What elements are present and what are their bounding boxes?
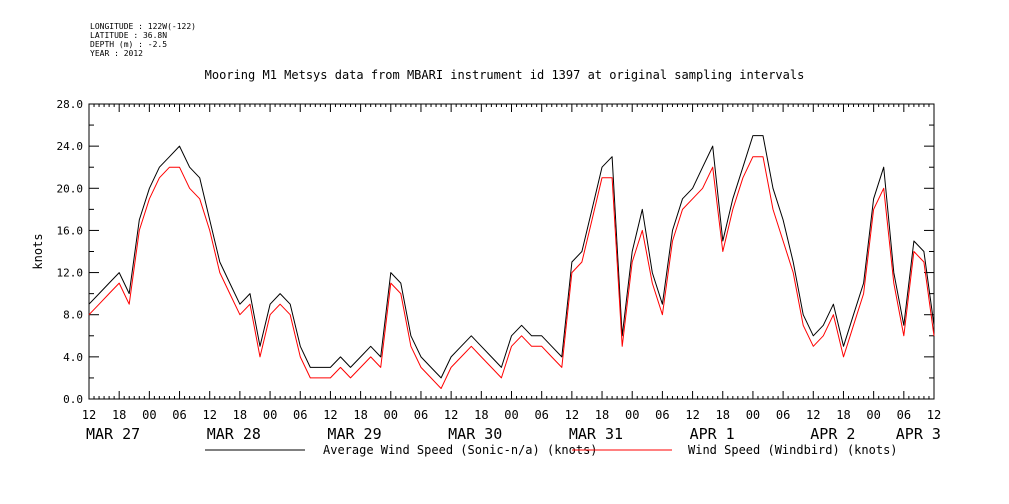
x-hour-label: 06 — [172, 408, 186, 422]
axis-ticks — [88, 103, 935, 400]
x-hour-label: 06 — [897, 408, 911, 422]
x-day-label: APR 3 — [896, 425, 941, 443]
x-hour-label: 18 — [353, 408, 367, 422]
series-line-1 — [88, 156, 935, 389]
depth-label: DEPTH (m) : -2.5 — [90, 40, 168, 49]
x-hour-label: 12 — [565, 408, 579, 422]
x-hour-label: 18 — [595, 408, 609, 422]
y-tick-label: 20.0 — [57, 182, 84, 195]
x-hour-label: 12 — [927, 408, 941, 422]
x-hour-label: 00 — [263, 408, 277, 422]
x-day-label: APR 1 — [690, 425, 735, 443]
x-day-label: MAR 27 — [86, 425, 140, 443]
y-tick-label: 0.0 — [63, 393, 83, 406]
series-layer — [88, 135, 935, 389]
x-day-label: MAR 31 — [569, 425, 623, 443]
x-hour-label: 00 — [866, 408, 880, 422]
longitude-label: LONGITUDE : 122W(-122) — [90, 22, 196, 31]
x-day-label: MAR 29 — [327, 425, 381, 443]
axis-labels: 0.0 4.0 8.0 12.0 16.0 20.0 24.0 28.0 12 18 00 06 12 1… — [57, 98, 942, 443]
y-tick-label: 4.0 — [63, 351, 83, 364]
x-hour-label: 06 — [534, 408, 548, 422]
y-axis-label: knots — [31, 233, 45, 269]
legend-label-windbird: Wind Speed (Windbird) (knots) — [688, 443, 898, 457]
x-day-label: MAR 30 — [448, 425, 502, 443]
x-hour-label: 06 — [293, 408, 307, 422]
x-hour-label: 18 — [474, 408, 488, 422]
x-hour-label: 18 — [836, 408, 850, 422]
x-hour-label: 00 — [504, 408, 518, 422]
x-hour-label: 12 — [82, 408, 96, 422]
x-hour-label: 12 — [323, 408, 337, 422]
y-tick-label: 8.0 — [63, 309, 83, 322]
x-hour-label: 18 — [716, 408, 730, 422]
year-label: YEAR : 2012 — [90, 49, 143, 58]
x-hour-label: 18 — [233, 408, 247, 422]
x-hour-label: 06 — [776, 408, 790, 422]
x-hour-label: 06 — [414, 408, 428, 422]
y-tick-label: 24.0 — [57, 140, 84, 153]
y-tick-label: 12.0 — [57, 267, 84, 280]
x-hour-label: 00 — [384, 408, 398, 422]
plot-frame — [88, 103, 935, 400]
legend-label-average-wind: Average Wind Speed (Sonic-n/a) (knots) — [323, 443, 598, 457]
y-tick-label: 28.0 — [57, 98, 84, 111]
y-tick-label: 16.0 — [57, 224, 84, 237]
latitude-label: LATITUDE : 36.8N — [90, 31, 168, 40]
x-day-label: MAR 28 — [207, 425, 261, 443]
x-hour-label: 18 — [112, 408, 126, 422]
x-hour-label: 12 — [806, 408, 820, 422]
chart-title: Mooring M1 Metsys data from MBARI instru… — [204, 68, 805, 82]
legend: Average Wind Speed (Sonic-n/a) (knots) W… — [205, 443, 898, 457]
x-hour-label: 06 — [655, 408, 669, 422]
x-hour-label: 12 — [444, 408, 458, 422]
series-line-0 — [88, 135, 935, 379]
x-hour-label: 12 — [202, 408, 216, 422]
x-hour-label: 12 — [685, 408, 699, 422]
x-hour-label: 00 — [625, 408, 639, 422]
x-hour-label: 00 — [142, 408, 156, 422]
x-day-label: APR 2 — [810, 425, 855, 443]
x-hour-label: 00 — [746, 408, 760, 422]
